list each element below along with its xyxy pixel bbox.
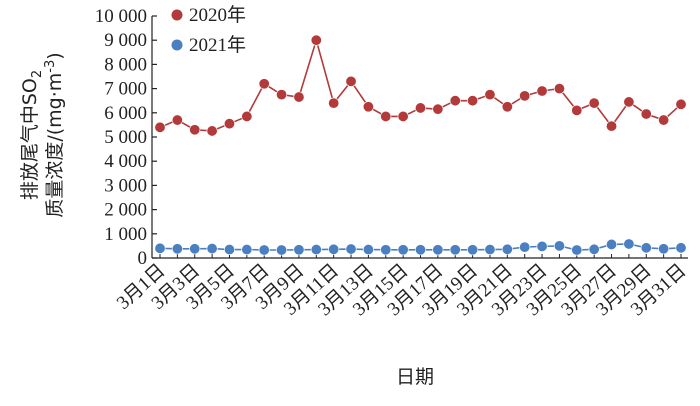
y-tick-label: 1 000: [104, 224, 147, 245]
data-point: [414, 102, 426, 114]
data-point: [276, 244, 288, 256]
data-point: [397, 110, 409, 122]
data-point: [484, 244, 496, 256]
y-tick-label: 2 000: [104, 200, 147, 221]
data-point: [606, 120, 618, 132]
series-2: [154, 238, 687, 256]
legend-marker: [171, 39, 183, 51]
data-point: [258, 78, 270, 90]
legend: 2020年 2021年: [171, 4, 246, 56]
y-axis-title-line2: 质量浓度/(mg·m: [44, 73, 66, 218]
y-axis-title-tail: ): [44, 52, 66, 59]
data-point: [258, 244, 270, 256]
data-point: [467, 95, 479, 107]
y-axis-title-sup: -3: [43, 60, 58, 73]
data-point: [241, 244, 253, 256]
y-axis-title-line1: 排放尾气中SO: [19, 78, 41, 200]
data-point: [154, 121, 166, 133]
data-point: [223, 118, 235, 130]
data-point: [171, 243, 183, 255]
data-point: [553, 240, 565, 252]
data-point: [328, 97, 340, 109]
data-point: [345, 75, 357, 87]
data-point: [640, 108, 652, 120]
data-point: [501, 101, 513, 113]
y-tick-label: 5 000: [104, 127, 147, 148]
data-point: [328, 243, 340, 255]
data-point: [293, 244, 305, 256]
y-tick-label: 7 000: [104, 79, 147, 100]
legend-marker: [171, 9, 183, 21]
y-axis-title-sub: 2: [30, 70, 45, 78]
data-point: [553, 83, 565, 95]
data-point: [380, 110, 392, 122]
data-point: [310, 34, 322, 46]
data-point: [310, 244, 322, 256]
series-1: [154, 34, 687, 137]
data-point: [189, 124, 201, 136]
legend-label: 2021年: [189, 34, 246, 56]
svg-text:质量浓度/(mg·m-3): 质量浓度/(mg·m-3): [43, 52, 66, 217]
data-point: [658, 243, 670, 255]
data-point: [189, 243, 201, 255]
data-point: [362, 244, 374, 256]
data-point: [536, 85, 548, 97]
data-point: [623, 96, 635, 108]
data-point: [380, 244, 392, 256]
data-point: [432, 244, 444, 256]
y-tick-label: 4 000: [104, 151, 147, 172]
y-tick-label: 6 000: [104, 103, 147, 124]
data-point: [171, 114, 183, 126]
data-point: [588, 97, 600, 109]
data-point: [467, 244, 479, 256]
data-point: [501, 243, 513, 255]
data-point: [397, 244, 409, 256]
data-point: [640, 242, 652, 254]
data-point: [571, 244, 583, 256]
y-axis-title: 排放尾气中SO2 质量浓度/(mg·m-3): [19, 52, 66, 217]
data-point: [519, 90, 531, 102]
data-point: [414, 244, 426, 256]
y-tick-label: 0: [138, 248, 148, 269]
legend-item-2: 2021年: [171, 34, 246, 56]
data-point: [658, 114, 670, 126]
data-point: [223, 244, 235, 256]
data-point: [675, 242, 687, 254]
data-point: [519, 241, 531, 253]
data-point: [345, 243, 357, 255]
data-point: [675, 98, 687, 110]
data-point: [588, 243, 600, 255]
data-point: [362, 101, 374, 113]
data-point: [276, 89, 288, 101]
data-point: [536, 240, 548, 252]
x-axis: 3月1日3月3日3月5日3月7日3月9日3月11日3月13日3月15日3月17日…: [113, 254, 690, 320]
data-point: [571, 104, 583, 116]
x-axis-title: 日期: [396, 366, 434, 388]
data-point: [241, 110, 253, 122]
data-point: [606, 238, 618, 250]
svg-text:排放尾气中SO2: 排放尾气中SO2: [19, 70, 45, 200]
data-point: [623, 238, 635, 250]
data-point: [432, 103, 444, 115]
y-tick-label: 3 000: [104, 175, 147, 196]
data-point: [449, 95, 461, 107]
y-tick-label: 9 000: [104, 30, 147, 51]
y-tick-label: 8 000: [104, 54, 147, 75]
legend-label: 2020年: [189, 4, 246, 26]
y-axis: 0 1 000 2 000 3 000 4 000 5 000 6 000 7 000 8 00…: [95, 6, 157, 269]
data-point: [206, 125, 218, 137]
data-point: [293, 91, 305, 103]
y-tick-label: 10 000: [95, 6, 147, 27]
data-point: [154, 242, 166, 254]
legend-item-1: 2020年: [171, 4, 246, 26]
data-point: [484, 89, 496, 101]
data-point: [206, 243, 218, 255]
data-point: [449, 244, 461, 256]
series-layer: [154, 34, 687, 256]
